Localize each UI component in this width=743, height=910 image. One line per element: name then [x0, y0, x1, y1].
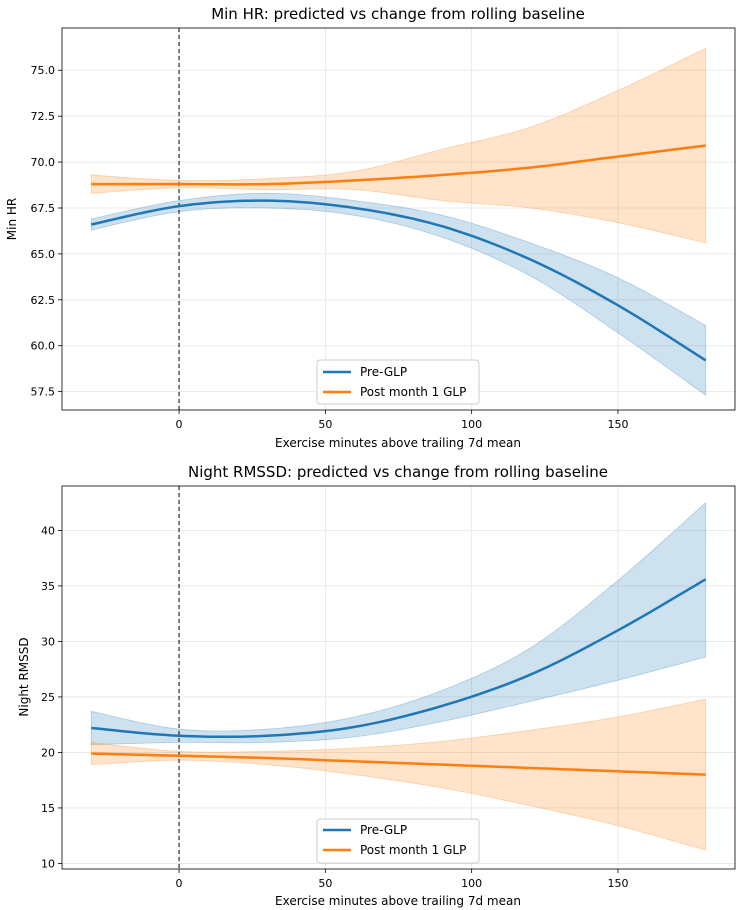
ci-band-pre-glp [90, 501, 707, 746]
y-tick-label: 10 [41, 857, 55, 870]
chart-title: Min HR: predicted vs change from rolling… [211, 5, 585, 23]
y-tick-label: 20 [41, 746, 55, 759]
legend: Pre-GLP Post month 1 GLP [316, 359, 480, 405]
y-tick-label: 70.0 [31, 156, 56, 169]
x-tick-label: 0 [176, 877, 183, 890]
y-tick-label: 60.0 [31, 340, 56, 353]
chart-night-rmssd: Night RMSSD: predicted vs change from ro… [17, 463, 736, 908]
y-tick-label: 65.0 [31, 248, 56, 261]
series-line-pre-glp [91, 578, 707, 739]
x-axis-label: Exercise minutes above trailing 7d mean [275, 894, 521, 908]
plot-frame [61, 27, 736, 411]
x-tick-label: 50 [318, 418, 332, 431]
y-tick-label: 67.5 [31, 202, 56, 215]
legend: Pre-GLP Post month 1 GLP [316, 818, 480, 864]
legend-box [316, 359, 480, 405]
x-ticks: 0 50 100 150 [176, 869, 628, 890]
series-line-pre-glp [91, 199, 707, 362]
grid [62, 486, 735, 869]
x-axis-label: Exercise minutes above trailing 7d mean [275, 436, 521, 450]
x-tick-label: 100 [461, 877, 482, 890]
ci-band-post-glp [90, 47, 707, 244]
y-tick-label: 35 [41, 580, 55, 593]
legend-label-pre-glp: Pre-GLP [360, 823, 407, 837]
legend-label-pre-glp: Pre-GLP [360, 365, 407, 379]
y-tick-label: 30 [41, 635, 55, 648]
series-lines [91, 144, 707, 362]
y-ticks: 57.5 60.0 62.5 65.0 67.5 70.0 72.5 75.0 [31, 64, 62, 399]
y-tick-label: 62.5 [31, 294, 56, 307]
x-tick-label: 0 [176, 418, 183, 431]
legend-label-post-glp: Post month 1 GLP [360, 843, 466, 857]
series-line-post-glp [91, 752, 706, 776]
ci-band-pre-glp [90, 192, 707, 397]
x-tick-label: 100 [461, 418, 482, 431]
x-ticks: 0 50 100 150 [176, 410, 628, 431]
y-tick-label: 15 [41, 802, 55, 815]
chart-title: Night RMSSD: predicted vs change from ro… [188, 463, 608, 481]
y-axis-label: Min HR [5, 198, 19, 240]
y-tick-label: 57.5 [31, 386, 56, 399]
legend-label-post-glp: Post month 1 GLP [360, 385, 466, 399]
ci-band-post-glp [90, 698, 707, 851]
legend-box [316, 818, 480, 864]
y-tick-label: 72.5 [31, 110, 56, 123]
series-lines [91, 578, 707, 776]
grid [62, 28, 735, 410]
x-tick-label: 150 [607, 877, 628, 890]
x-tick-label: 50 [318, 877, 332, 890]
y-ticks: 10 15 20 25 30 35 40 [41, 524, 62, 870]
confidence-bands [90, 47, 707, 397]
plot-frame [61, 485, 736, 870]
chart-min-hr: Min HR: predicted vs change from rolling… [5, 5, 736, 450]
y-axis-label: Night RMSSD [17, 637, 31, 716]
confidence-bands [90, 501, 707, 851]
x-tick-label: 150 [607, 418, 628, 431]
y-tick-label: 40 [41, 524, 55, 537]
y-tick-label: 75.0 [31, 64, 56, 77]
y-tick-label: 25 [41, 691, 55, 704]
series-line-post-glp [91, 144, 706, 186]
